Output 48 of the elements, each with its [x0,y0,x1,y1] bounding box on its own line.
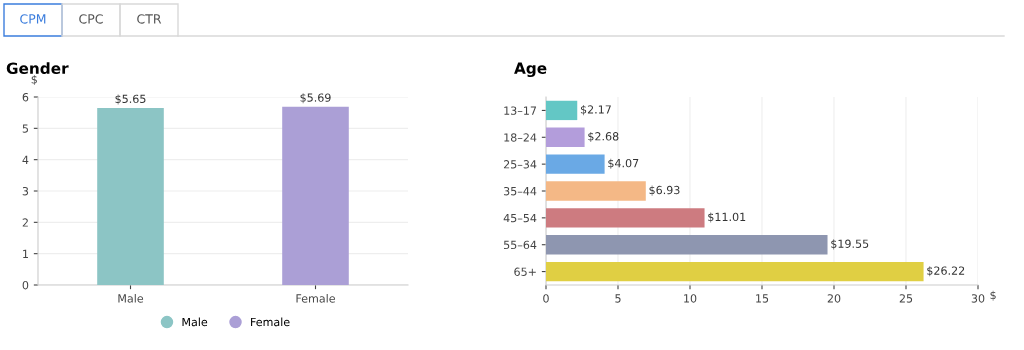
legend-label: Female [251,317,290,327]
bar [546,208,705,228]
x-tick-label: 5 [615,294,621,303]
y-tick-label: 65+ [514,267,536,276]
bar [546,127,585,147]
y-tick-label: 5 [22,124,28,133]
x-axis-title: $ [990,290,996,301]
data-label: $26.22 [927,266,965,277]
data-label: $6.93 [649,185,680,196]
data-label: $11.01 [708,212,746,223]
y-tick-label: 1 [23,249,28,258]
x-tick-label: Female [296,294,335,303]
bar [546,154,605,174]
y-tick-label: 3 [22,186,29,196]
x-tick-label: 25 [899,294,913,303]
x-tick-label: 10 [684,294,697,303]
legend-label: Male [182,317,208,327]
y-tick-label: 45–54 [503,213,537,223]
y-tick-label: 0 [22,280,29,290]
bar [546,235,828,255]
y-tick-label: 55–64 [504,240,537,250]
data-label: $2.17 [580,105,611,116]
data-label: $19.55 [831,239,869,250]
x-tick-label: 20 [827,294,841,303]
y-axis-title: $ [31,74,37,86]
text: CPM [20,14,46,24]
text: CTR [137,14,162,24]
chart-title: Age [514,62,547,77]
x-tick-label: 30 [971,294,985,303]
bar [546,181,646,201]
data-label: $4.07 [608,158,639,169]
chart-title: Gender [6,62,69,75]
x-tick-label: Male [118,294,144,303]
data-label: $2.68 [588,131,619,142]
data-label: $5.65 [115,94,146,105]
y-tick-label: 18–24 [504,133,537,142]
x-tick-label: 15 [756,294,769,303]
y-tick-label: 35–44 [503,186,537,196]
x-tick-label: 0 [543,294,549,303]
bar [546,100,578,121]
y-tick-label: 6 [22,92,29,102]
bar [546,261,924,282]
data-label: $5.69 [300,93,331,104]
y-tick-label: 4 [22,155,29,164]
y-tick-label: 25–34 [503,160,537,169]
text: CPC [79,14,103,24]
y-tick-label: 13–17 [504,106,537,115]
y-tick-label: 2 [22,218,28,227]
